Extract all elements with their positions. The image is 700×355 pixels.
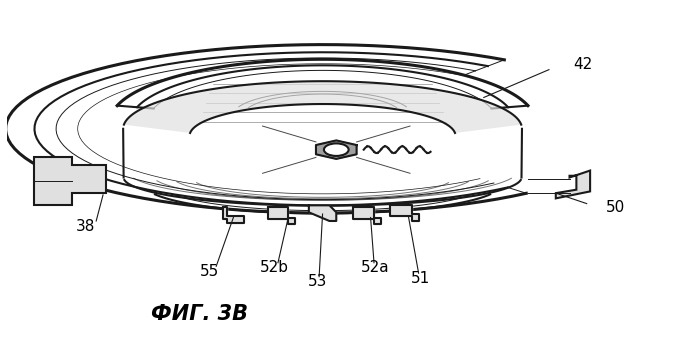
Text: 53: 53 bbox=[308, 274, 328, 289]
Polygon shape bbox=[556, 170, 590, 198]
Polygon shape bbox=[34, 157, 106, 205]
Text: 51: 51 bbox=[411, 271, 430, 286]
Polygon shape bbox=[354, 207, 381, 224]
Polygon shape bbox=[390, 205, 419, 221]
Circle shape bbox=[324, 143, 349, 156]
Text: 52b: 52b bbox=[260, 261, 289, 275]
PathPatch shape bbox=[124, 81, 522, 133]
Text: 42: 42 bbox=[573, 57, 592, 72]
Text: 38: 38 bbox=[76, 219, 96, 234]
Polygon shape bbox=[316, 141, 356, 159]
Polygon shape bbox=[267, 207, 295, 224]
Text: ФИГ. 3В: ФИГ. 3В bbox=[150, 304, 248, 324]
Text: 55: 55 bbox=[199, 264, 219, 279]
Polygon shape bbox=[309, 205, 336, 221]
Polygon shape bbox=[223, 207, 244, 223]
Text: 50: 50 bbox=[606, 200, 625, 214]
Text: 52a: 52a bbox=[361, 261, 390, 275]
